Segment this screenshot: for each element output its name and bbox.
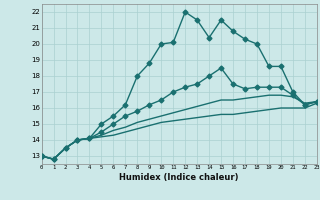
X-axis label: Humidex (Indice chaleur): Humidex (Indice chaleur): [119, 173, 239, 182]
